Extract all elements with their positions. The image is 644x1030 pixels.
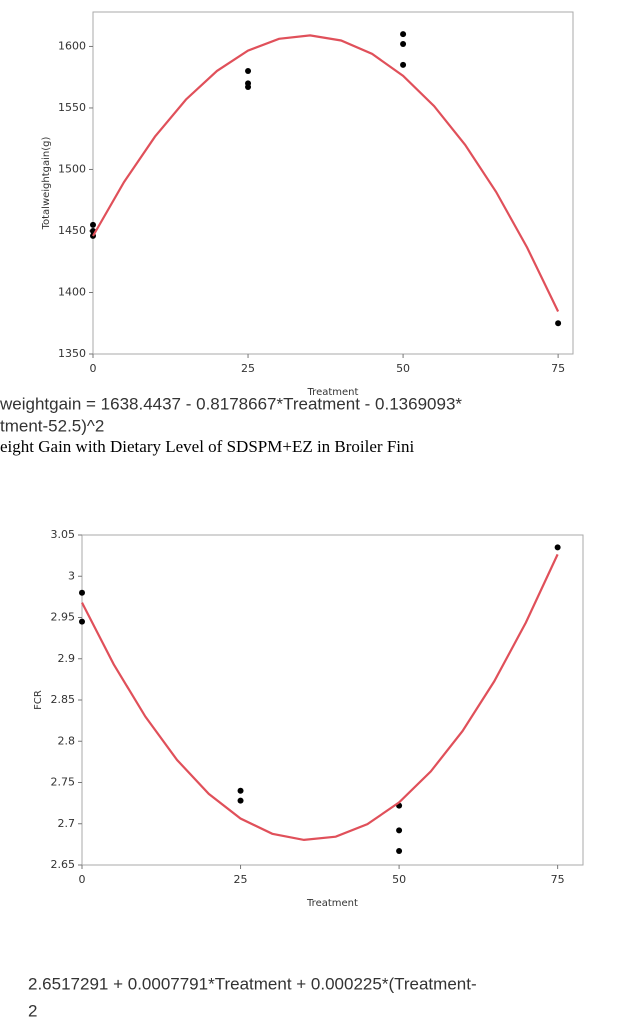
data-point <box>245 68 252 75</box>
plot-frame <box>81 534 584 866</box>
x-tick-label: 50 <box>392 873 406 886</box>
x-tick-label: 75 <box>551 873 565 886</box>
data-point <box>400 61 407 68</box>
data-point <box>555 320 562 327</box>
y-tick-label: 1450 <box>58 224 86 237</box>
data-point <box>554 544 561 551</box>
y-tick-label: 1500 <box>58 162 86 175</box>
data-point <box>396 847 403 854</box>
x-tick-label: 0 <box>79 873 86 886</box>
y-tick-label: 2.9 <box>58 652 76 665</box>
y-tick-label: 2.7 <box>58 817 76 830</box>
x-tick-label: 25 <box>234 873 248 886</box>
data-point <box>79 618 85 625</box>
y-axis-label: Totalweightgain(g) <box>41 136 52 230</box>
y-tick-label: 2.75 <box>51 776 76 789</box>
fit-curve <box>92 34 560 312</box>
data-point <box>237 787 244 794</box>
y-axis-label: FCR <box>33 690 44 710</box>
caption: eight Gain with Dietary Level of SDSPM+E… <box>0 437 415 456</box>
data-point <box>245 84 252 91</box>
y-tick-label: 1400 <box>58 285 86 298</box>
data-point <box>396 827 403 834</box>
y-tick-label: 2.95 <box>51 611 76 624</box>
data-point <box>79 589 85 596</box>
x-tick-label: 0 <box>90 362 97 375</box>
equation: weightgain = 1638.4437 - 0.8178667*Treat… <box>0 394 462 413</box>
y-tick-label: 2.8 <box>58 734 76 747</box>
y-tick-label: 1350 <box>58 347 86 360</box>
plot-frame <box>92 11 574 355</box>
y-tick-label: 3 <box>68 569 75 582</box>
equation: tment-52.5)^2 <box>0 416 104 435</box>
fit-curve <box>81 553 559 842</box>
y-tick-label: 3.05 <box>51 528 76 541</box>
x-tick-label: 50 <box>396 362 410 375</box>
data-point <box>400 40 407 47</box>
x-axis-label: Treatment <box>306 898 358 909</box>
data-point <box>90 221 96 228</box>
equation: 2 <box>28 1001 37 1020</box>
data-point <box>237 797 244 804</box>
x-tick-label: 25 <box>241 362 255 375</box>
x-axis-label: Treatment <box>307 387 359 398</box>
equation: 2.6517291 + 0.0007791*Treatment + 0.0002… <box>28 974 477 993</box>
y-tick-label: 1550 <box>58 101 86 114</box>
y-tick-label: 2.85 <box>51 693 76 706</box>
data-point <box>400 31 407 38</box>
x-tick-label: 75 <box>551 362 565 375</box>
y-tick-label: 1600 <box>58 39 86 52</box>
y-tick-label: 2.65 <box>51 858 76 871</box>
